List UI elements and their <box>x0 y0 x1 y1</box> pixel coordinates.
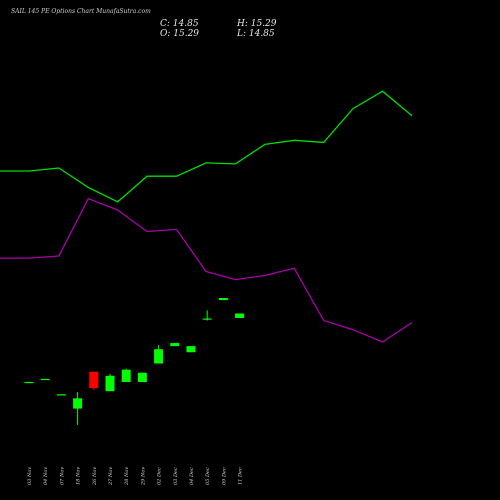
x-tick-label: 04 Dec <box>189 467 195 485</box>
candle-body <box>218 298 228 301</box>
candle-body <box>121 369 131 382</box>
x-tick-label: 11 Dec <box>238 467 244 485</box>
x-tick-label: 04 Nov <box>43 467 49 485</box>
high-value: H: 15.29 <box>237 19 277 29</box>
close-value: C: 14.85 <box>160 19 199 29</box>
candle-body <box>73 398 83 409</box>
x-tick-label: 07 Nov <box>59 467 65 485</box>
candle-body <box>235 313 245 318</box>
x-tick-label: 03 Dec <box>173 467 179 485</box>
candle-body <box>170 343 180 347</box>
green-indicator-line <box>0 90 413 203</box>
x-tick-label: 03 Nov <box>27 467 33 485</box>
candle-body <box>105 375 115 392</box>
candle-body <box>137 372 147 382</box>
x-tick-label: 29 Nov <box>140 467 146 486</box>
x-tick-label: 18 Nov <box>76 467 82 485</box>
purple-indicator-line <box>0 197 413 343</box>
indicator-lines <box>0 90 413 343</box>
x-tick-label: 02 Dec <box>157 467 163 485</box>
candles-group <box>24 298 245 425</box>
low-value: L: 14.85 <box>237 29 275 39</box>
candle-body <box>186 346 196 353</box>
x-tick-label: 09 Dec <box>221 467 227 485</box>
x-tick-label: 05 Dec <box>205 467 211 485</box>
x-tick-label: 27 Nov <box>108 467 114 486</box>
chart-title: SAIL 145 PE Options Chart MunafaSutra.co… <box>11 8 151 15</box>
candle-body <box>56 394 66 396</box>
candle-body <box>202 318 212 320</box>
candle-body <box>24 381 34 384</box>
open-value: O: 15.29 <box>160 29 200 39</box>
x-tick-label: 28 Nov <box>124 467 130 486</box>
x-tick-label: 26 Nov <box>92 467 98 486</box>
candle-body <box>40 378 50 381</box>
candle-body <box>154 349 164 364</box>
x-axis-ticks: 03 Nov 04 Nov 07 Nov 18 Nov 26 Nov 27 Nov 28 N… <box>27 467 244 486</box>
candle-body <box>89 371 99 389</box>
